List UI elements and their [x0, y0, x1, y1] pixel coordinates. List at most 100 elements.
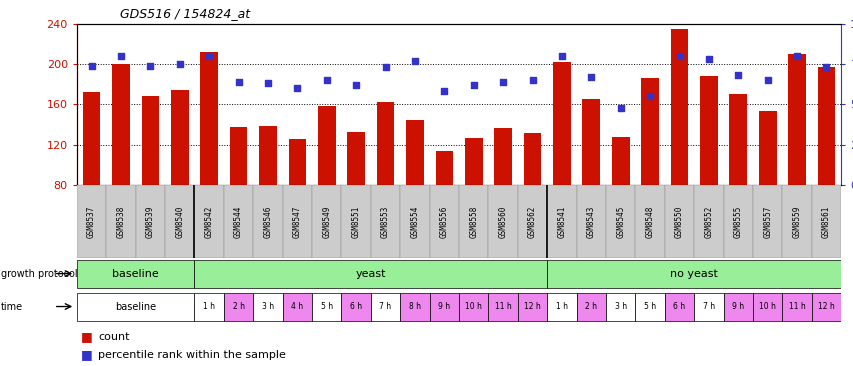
- Text: 7 h: 7 h: [379, 302, 392, 311]
- Text: baseline: baseline: [115, 302, 156, 311]
- Bar: [142, 96, 159, 265]
- Bar: [787, 54, 805, 265]
- Bar: [370, 292, 400, 321]
- Bar: [77, 259, 194, 288]
- Bar: [494, 128, 511, 265]
- Bar: [752, 185, 781, 258]
- Bar: [194, 259, 547, 288]
- Bar: [811, 292, 840, 321]
- Text: 8 h: 8 h: [409, 302, 421, 311]
- Text: GSM8552: GSM8552: [704, 205, 712, 238]
- Text: GSM8553: GSM8553: [380, 205, 390, 238]
- Bar: [606, 292, 635, 321]
- Text: GSM8558: GSM8558: [468, 205, 478, 238]
- Bar: [582, 99, 600, 265]
- Text: GSM8557: GSM8557: [763, 205, 771, 238]
- Bar: [253, 292, 282, 321]
- Text: 9 h: 9 h: [731, 302, 744, 311]
- Point: [378, 64, 392, 70]
- Text: growth protocol: growth protocol: [1, 269, 78, 279]
- Bar: [83, 92, 101, 265]
- Text: GSM8547: GSM8547: [293, 205, 301, 238]
- Bar: [406, 120, 423, 265]
- Text: GSM8539: GSM8539: [146, 205, 154, 238]
- Bar: [758, 111, 775, 265]
- Text: GSM8548: GSM8548: [645, 205, 654, 238]
- Bar: [253, 185, 282, 258]
- Text: GSM8542: GSM8542: [205, 205, 213, 238]
- Bar: [517, 185, 547, 258]
- Bar: [781, 185, 811, 258]
- Text: no yeast: no yeast: [670, 269, 717, 279]
- Bar: [547, 259, 840, 288]
- Bar: [459, 185, 488, 258]
- Point: [437, 89, 450, 94]
- Bar: [547, 292, 576, 321]
- Text: 2 h: 2 h: [584, 302, 596, 311]
- Text: 3 h: 3 h: [614, 302, 626, 311]
- Text: 9 h: 9 h: [438, 302, 450, 311]
- Text: yeast: yeast: [355, 269, 386, 279]
- Point: [496, 79, 509, 85]
- Bar: [576, 185, 606, 258]
- Bar: [728, 94, 746, 265]
- Bar: [664, 292, 693, 321]
- Text: 6 h: 6 h: [673, 302, 685, 311]
- Text: 4 h: 4 h: [291, 302, 303, 311]
- Point: [84, 63, 98, 68]
- Point: [701, 56, 715, 62]
- Point: [408, 58, 421, 64]
- Bar: [223, 292, 253, 321]
- Text: GSM8559: GSM8559: [792, 205, 801, 238]
- Text: GSM8554: GSM8554: [410, 205, 419, 238]
- Point: [143, 63, 157, 68]
- Point: [672, 53, 686, 59]
- Text: 11 h: 11 h: [788, 302, 804, 311]
- Bar: [165, 185, 194, 258]
- Text: GSM8541: GSM8541: [557, 205, 566, 238]
- Bar: [429, 292, 459, 321]
- Bar: [635, 185, 664, 258]
- Bar: [517, 292, 547, 321]
- Text: 1 h: 1 h: [203, 302, 215, 311]
- Text: GSM8537: GSM8537: [87, 205, 96, 238]
- Bar: [722, 292, 752, 321]
- Text: GSM8538: GSM8538: [116, 205, 125, 238]
- Text: percentile rank within the sample: percentile rank within the sample: [98, 350, 286, 360]
- Bar: [282, 292, 311, 321]
- Text: GSM8546: GSM8546: [263, 205, 272, 238]
- Bar: [229, 127, 247, 265]
- Bar: [722, 185, 752, 258]
- Text: GSM8562: GSM8562: [527, 205, 537, 238]
- Point: [290, 85, 304, 91]
- Bar: [288, 138, 305, 265]
- Text: 10 h: 10 h: [758, 302, 775, 311]
- Point: [261, 81, 275, 86]
- Text: count: count: [98, 332, 130, 342]
- Text: 3 h: 3 h: [262, 302, 274, 311]
- Text: 7 h: 7 h: [702, 302, 714, 311]
- Text: GSM8561: GSM8561: [821, 205, 830, 238]
- Text: 12 h: 12 h: [817, 302, 834, 311]
- Point: [467, 82, 480, 88]
- Bar: [459, 292, 488, 321]
- Text: 11 h: 11 h: [494, 302, 511, 311]
- Text: ■: ■: [81, 330, 96, 343]
- Bar: [611, 137, 629, 265]
- Text: baseline: baseline: [112, 269, 159, 279]
- Bar: [576, 292, 606, 321]
- Bar: [194, 292, 223, 321]
- Bar: [435, 151, 453, 265]
- Text: GSM8556: GSM8556: [439, 205, 449, 238]
- Bar: [781, 292, 811, 321]
- Bar: [341, 185, 370, 258]
- Bar: [553, 62, 570, 265]
- Bar: [258, 126, 276, 265]
- Point: [613, 105, 627, 111]
- Bar: [547, 185, 576, 258]
- Text: 12 h: 12 h: [524, 302, 540, 311]
- Text: time: time: [1, 302, 23, 311]
- Bar: [664, 185, 693, 258]
- Text: 1 h: 1 h: [555, 302, 567, 311]
- Bar: [112, 64, 130, 265]
